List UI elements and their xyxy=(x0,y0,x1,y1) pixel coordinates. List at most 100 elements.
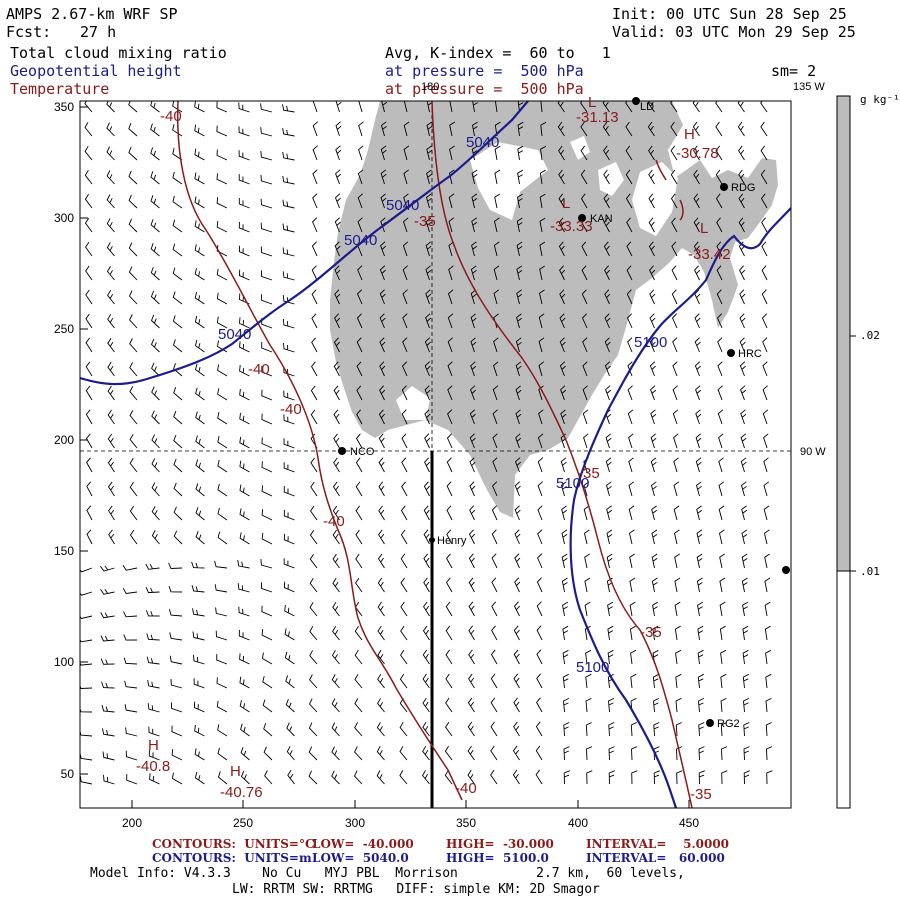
temperature-label: -40 xyxy=(323,513,345,530)
field-temperature-label: Temperature xyxy=(10,80,110,98)
station-label-henry: Henry xyxy=(437,535,467,547)
k-index-range: Avg, K-index = 60 to 1 xyxy=(385,44,611,62)
station-label-nco: NCO xyxy=(350,446,375,458)
y-tick-label: 350 xyxy=(54,100,74,114)
extremum-value: -30.78 xyxy=(676,145,719,162)
x-tick-label: 250 xyxy=(233,816,253,830)
x-tick-label: 400 xyxy=(568,816,588,830)
temperature-contours-interval: INTERVAL= 5.0000 xyxy=(586,837,730,851)
axis-ticks xyxy=(80,106,690,808)
extremum-type: L xyxy=(588,94,596,111)
temperature-label: -35 xyxy=(640,624,662,641)
extremum-type: L xyxy=(700,220,708,237)
meridian-135w-label: 135 W xyxy=(793,81,825,93)
extremum-type: H xyxy=(230,763,241,780)
model-info: Model Info: V4.3.3 No Cu MYJ PBL Morriso… xyxy=(90,866,685,881)
cloud-gap xyxy=(598,162,624,196)
field-cloud-label: Total cloud mixing ratio xyxy=(10,44,227,62)
model-title: AMPS 2.67-km WRF SP xyxy=(6,5,178,23)
extremum-value: -40.76 xyxy=(220,784,263,801)
y-tick-label: 300 xyxy=(54,211,74,225)
height-label: 5040 xyxy=(386,197,419,214)
temperature-contours-high: HIGH= -30.000 xyxy=(446,837,554,851)
valid-time: Valid: 03 UTC Mon 29 Sep 25 xyxy=(612,23,856,41)
field-height-label: Geopotential height xyxy=(10,62,182,80)
colorbar-level-label: .01 xyxy=(860,565,880,578)
temperature-label: -35 xyxy=(578,465,600,482)
colorbar-level-label: .02 xyxy=(860,329,880,342)
extremum-type: H xyxy=(684,126,695,143)
colorbar-units: g kg⁻¹ xyxy=(860,93,900,106)
height-label: 5100 xyxy=(556,475,589,492)
temperature-label: -35 xyxy=(414,213,436,230)
height-contours xyxy=(80,101,791,808)
colorbar-lower-band xyxy=(836,570,851,809)
y-tick-label: 150 xyxy=(54,544,74,558)
extrema-markers: L -31.13 H -30.78 L -33.33 L -33.42 H -4… xyxy=(136,94,731,801)
height-contour-5100 xyxy=(569,207,791,808)
extremum-value: -33.42 xyxy=(688,246,731,263)
station-markers xyxy=(338,97,790,727)
smoothing-value: sm= 2 xyxy=(771,62,817,80)
meridian-labels: 180 135 W 90 W xyxy=(421,81,826,458)
extremum-value: -40.8 xyxy=(136,758,170,775)
y-tick-label: 50 xyxy=(61,767,75,781)
meridian-90w-label: 90 W xyxy=(800,446,826,458)
temperature-label: -35 xyxy=(690,786,712,803)
height-label: 5040 xyxy=(344,232,377,249)
cloud-gap xyxy=(570,136,590,160)
height-contour-labels: 5040 5040 5040 5040 5100 5100 5100 xyxy=(218,134,667,676)
x-tick-label: 300 xyxy=(345,816,365,830)
temperature-label: -40 xyxy=(160,108,182,125)
height-contours-units: CONTOURS: UNITS=m xyxy=(152,851,312,865)
temperature-contour-minus-35 xyxy=(655,159,684,221)
temperature-contours-units: CONTOURS: UNITS=°C xyxy=(152,837,315,851)
cloud-mixing-ratio-area xyxy=(330,101,778,518)
temperature-label: -40 xyxy=(280,401,302,418)
wind-barbs xyxy=(80,101,773,785)
axis-labels: 200 250 300 350 400 450 50 100 150 200 2… xyxy=(54,100,699,830)
height-pressure-level: at pressure = 500 hPa xyxy=(385,62,584,80)
temperature-label: -40 xyxy=(248,361,270,378)
cloud-gap xyxy=(470,142,548,220)
station-label-rg2: RG2 xyxy=(717,718,740,730)
init-time: Init: 00 UTC Sun 28 Sep 25 xyxy=(612,5,847,23)
station-labels: NCO Henry KAN RDG HRC RG2 LD xyxy=(350,101,762,730)
station-marker-east-edge xyxy=(782,566,790,574)
forecast-label: Fcst: xyxy=(6,23,52,41)
x-tick-label: 450 xyxy=(679,816,699,830)
station-marker-henry xyxy=(429,537,435,543)
temperature-label: -40 xyxy=(455,780,477,797)
station-marker-kan xyxy=(578,214,586,222)
extremum-value: -31.13 xyxy=(576,109,619,126)
station-label-rdg: RDG xyxy=(731,182,755,194)
y-tick-label: 100 xyxy=(54,655,74,669)
physics-info: LW: RRTM SW: RRTMG DIFF: simple KM: 2D S… xyxy=(232,882,600,897)
extremum-type: H xyxy=(148,737,159,754)
extremum-type: L xyxy=(562,195,570,212)
height-contours-interval: INTERVAL= 60.000 xyxy=(586,851,725,865)
station-marker-nco xyxy=(338,447,346,455)
y-tick-label: 200 xyxy=(54,433,74,447)
map-area xyxy=(80,101,791,808)
colorbar-upper-band xyxy=(836,95,851,572)
temperature-contours xyxy=(176,101,693,808)
temperature-pressure-level: at pressure = 500 hPa xyxy=(385,80,584,98)
height-contour-5040 xyxy=(80,101,529,386)
height-label: 5040 xyxy=(218,326,251,343)
station-marker-rg2 xyxy=(706,719,714,727)
cloud-gap xyxy=(632,162,678,236)
station-marker-hrc xyxy=(727,349,735,357)
temperature-contour-minus-40-east xyxy=(431,101,693,808)
height-contours-high: HIGH= 5100.0 xyxy=(446,851,549,865)
wind-barb-field xyxy=(80,101,773,785)
station-marker-rdg xyxy=(720,183,728,191)
temperature-contour-minus-40-west xyxy=(176,101,463,801)
station-marker-ld xyxy=(632,97,640,105)
x-tick-label: 350 xyxy=(456,816,476,830)
station-label-kan: KAN xyxy=(590,213,613,225)
extremum-value: -33.33 xyxy=(550,218,593,235)
height-label: 5040 xyxy=(466,134,499,151)
